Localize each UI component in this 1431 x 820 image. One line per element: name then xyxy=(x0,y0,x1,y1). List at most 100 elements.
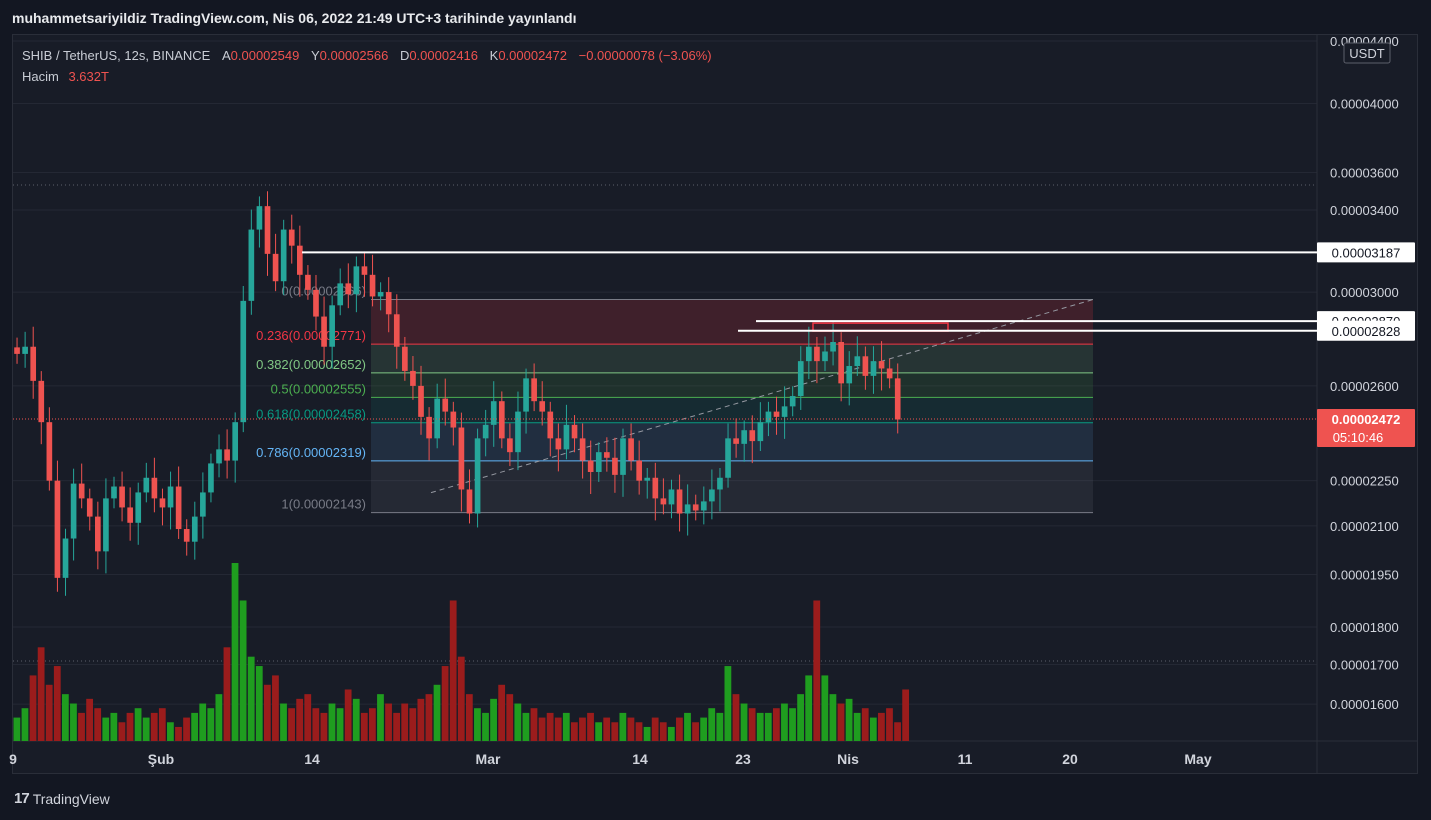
candle-body xyxy=(70,483,77,539)
candle-body xyxy=(86,498,93,517)
volume-bar xyxy=(756,712,764,741)
volume-bar xyxy=(425,694,433,741)
volume-bar xyxy=(296,698,304,741)
time-axis-label: 23 xyxy=(735,751,751,767)
volume-bar xyxy=(158,708,166,741)
candle-body xyxy=(781,406,788,417)
volume-bar xyxy=(207,708,215,741)
candle-body xyxy=(434,398,441,439)
volume-bar xyxy=(385,703,392,741)
volume-bar xyxy=(45,684,53,741)
trend-line[interactable] xyxy=(430,299,1094,494)
volume-bar xyxy=(797,694,804,741)
volume-bar xyxy=(29,675,37,741)
price-axis-label: 0.00001600 xyxy=(1330,697,1399,712)
chart-legend: SHIB / TetherUS, 12s, BINANCE A0.0000254… xyxy=(22,45,712,87)
candle-body xyxy=(854,356,861,367)
volume-bar xyxy=(175,726,182,741)
volume-bar xyxy=(562,712,570,741)
candle-body xyxy=(830,341,836,352)
volume-bar xyxy=(449,600,457,741)
volume-bar xyxy=(490,698,497,741)
volume-bar xyxy=(603,717,611,741)
current-price-box xyxy=(1317,408,1415,447)
volume-bar xyxy=(684,712,691,741)
candle-body xyxy=(789,396,796,407)
volume-label[interactable]: Hacim xyxy=(22,69,59,84)
currency-badge-box[interactable] xyxy=(1343,42,1391,64)
fib-level-label: 0.382(0.00002652) xyxy=(256,357,366,372)
candle-body xyxy=(555,438,562,450)
volume-bar xyxy=(360,712,368,741)
volume-bar xyxy=(110,712,118,741)
time-axis-label: 11 xyxy=(958,751,973,767)
candle-body xyxy=(587,460,594,472)
candle-body xyxy=(474,438,481,514)
time-axis-label: Nis xyxy=(837,751,859,767)
fib-retracement[interactable]: 0(0.00002966) 0.236(0.00002771) 0.382(0.00… xyxy=(256,284,1093,514)
candle-body xyxy=(604,452,610,458)
price-tag-value: 0.00002828 xyxy=(1332,324,1401,339)
candle-body xyxy=(256,206,263,230)
volume-bar xyxy=(643,726,651,741)
candle-body xyxy=(377,292,384,297)
candle-body xyxy=(410,370,416,386)
volume-bar xyxy=(837,703,845,741)
candle-body xyxy=(612,457,618,475)
price-axis-label: 0.00003000 xyxy=(1330,285,1399,300)
volume-bar xyxy=(635,722,643,741)
candle-body xyxy=(208,463,214,493)
volume-bar xyxy=(805,675,813,741)
candle-body xyxy=(329,305,335,347)
volume-bar xyxy=(676,717,683,741)
price-tag[interactable]: 0.00003187 xyxy=(1317,242,1415,263)
candle-body xyxy=(402,346,408,371)
candle-body xyxy=(224,449,230,461)
fib-level-label: 0.236(0.00002771) xyxy=(256,328,366,343)
volume-bar xyxy=(724,666,732,741)
volume-bar xyxy=(692,722,699,741)
time-axis-label: 14 xyxy=(304,751,320,767)
candle-body xyxy=(822,351,828,362)
candle-body xyxy=(369,274,376,297)
candle-body xyxy=(167,486,174,508)
volume-bar xyxy=(772,708,780,741)
time-axis-label: Mar xyxy=(476,751,501,767)
volume-bar xyxy=(764,712,772,741)
volume-bar xyxy=(433,684,441,741)
candle-body xyxy=(571,424,578,439)
high-label: Y xyxy=(310,48,320,63)
tradingview-brand[interactable]: 17 TradingView xyxy=(14,790,110,807)
volume-bar xyxy=(21,708,29,741)
candle-body xyxy=(846,366,853,384)
currency-badge[interactable]: USDT xyxy=(1343,42,1391,64)
candle-body xyxy=(30,346,37,381)
volume-bar xyxy=(272,675,279,741)
volume-bar xyxy=(506,694,514,741)
candle-body xyxy=(361,266,368,275)
volume-bar xyxy=(134,708,142,741)
volume-bar xyxy=(457,656,465,741)
candle-body xyxy=(135,492,142,523)
candle-body xyxy=(838,341,844,384)
volume-bar xyxy=(740,703,748,741)
price-axis-label: 0.00001950 xyxy=(1330,567,1399,582)
volume-bar xyxy=(401,703,409,741)
candle-body xyxy=(579,438,586,461)
candle-body xyxy=(78,483,85,499)
candle-body xyxy=(692,504,699,511)
volume-bar xyxy=(199,703,207,741)
current-price-tag[interactable]: 0.00002472 05:10:46 xyxy=(1317,408,1415,447)
volume-bar xyxy=(829,694,837,741)
candle-body xyxy=(95,516,101,552)
candle-body xyxy=(280,229,287,282)
volume-bar xyxy=(102,717,110,741)
symbol-label[interactable]: SHIB / TetherUS, 12s, BINANCE xyxy=(22,48,211,63)
volume-bars xyxy=(13,563,910,741)
volume-bar xyxy=(70,703,77,741)
price-tag[interactable]: 0.00002828 xyxy=(1317,320,1415,341)
volume-bar xyxy=(377,694,384,741)
volume-bar xyxy=(781,703,788,741)
volume-bar xyxy=(344,689,352,741)
